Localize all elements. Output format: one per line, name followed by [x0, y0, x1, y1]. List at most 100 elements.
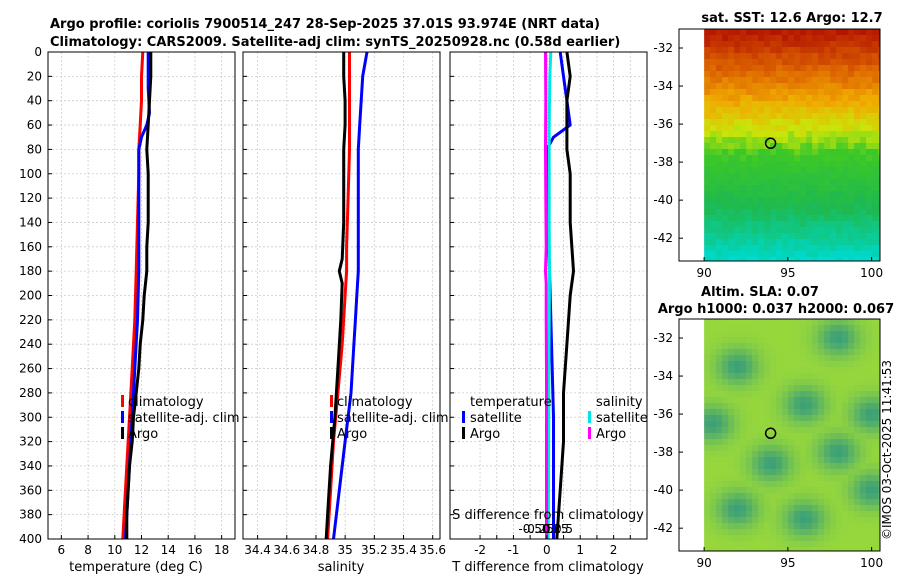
map-cell [764, 421, 771, 428]
map-cell [770, 149, 777, 156]
map-cell [746, 427, 753, 434]
map-cell [824, 239, 831, 246]
map-cell [836, 167, 843, 174]
map-cell [794, 541, 801, 548]
map-cell [872, 185, 879, 192]
map-cell [782, 209, 789, 216]
x-tick-label: 2 [610, 543, 618, 557]
map-cell [722, 337, 729, 344]
map-cell [848, 439, 855, 446]
map-cell [770, 95, 777, 102]
map-cell [740, 89, 747, 96]
map-cell [872, 143, 879, 150]
map-cell [866, 239, 873, 246]
map-cell [758, 403, 765, 410]
map-cell [860, 101, 867, 108]
map-cell [878, 397, 881, 404]
map-cell [710, 137, 717, 144]
map-cell [746, 403, 753, 410]
map-cell [806, 331, 813, 338]
map-cell [728, 77, 735, 84]
map-cell [848, 391, 855, 398]
map-cell [848, 89, 855, 96]
map-cell [746, 125, 753, 132]
map-cell [878, 499, 881, 506]
map-cell [740, 155, 747, 162]
map-cell [818, 367, 825, 374]
map-cell [740, 505, 747, 512]
map-cell [722, 397, 729, 404]
map-cell [812, 245, 819, 252]
map-cell [860, 343, 867, 350]
map-cell [746, 523, 753, 530]
map-cell [758, 385, 765, 392]
map-cell [794, 137, 801, 144]
map-cell [746, 457, 753, 464]
map-cell [728, 35, 735, 42]
map-cell [842, 541, 849, 548]
map-cell [806, 53, 813, 60]
map-cell [812, 373, 819, 380]
map-cell [794, 155, 801, 162]
map-cell [854, 185, 861, 192]
map-cell [872, 337, 879, 344]
map-cell [872, 245, 879, 252]
map-cell [716, 349, 723, 356]
map-cell [716, 239, 723, 246]
map-cell [872, 439, 879, 446]
map-cell [818, 245, 825, 252]
map-cell [728, 325, 735, 332]
map-cell [716, 155, 723, 162]
map-cell [860, 445, 867, 452]
map-cell [836, 65, 843, 72]
map-cell [704, 233, 711, 240]
map-cell [704, 385, 711, 392]
map-cell [704, 113, 711, 120]
legend-label-climatology: climatology [337, 395, 413, 410]
map-cell [842, 167, 849, 174]
map-cell [776, 185, 783, 192]
map-cell [704, 529, 711, 536]
map-cell [770, 493, 777, 500]
map-cell [704, 337, 711, 344]
map-cell [872, 233, 879, 240]
map-cell [854, 77, 861, 84]
map-cell [704, 65, 711, 72]
map-cell [800, 403, 807, 410]
map-cell [794, 65, 801, 72]
map-cell [776, 113, 783, 120]
map-cell [800, 245, 807, 252]
map-cell [722, 101, 729, 108]
map-cell [716, 373, 723, 380]
map-cell [746, 245, 753, 252]
map-cell [848, 361, 855, 368]
map-cell [800, 173, 807, 180]
map-cell [848, 337, 855, 344]
map-cell [878, 209, 881, 216]
y-tick-label: 80 [27, 142, 42, 156]
map-cell [836, 197, 843, 204]
map-cell [710, 427, 717, 434]
map-cell [830, 167, 837, 174]
map-cell [752, 373, 759, 380]
map-cell [842, 209, 849, 216]
map-cell [854, 209, 861, 216]
map-cell [728, 367, 735, 374]
map-cell [758, 487, 765, 494]
map-cell [710, 337, 717, 344]
map-cell [830, 379, 837, 386]
map-cell [848, 487, 855, 494]
map-cell [818, 71, 825, 78]
map-cell [836, 427, 843, 434]
map-cell [836, 475, 843, 482]
map-cell [836, 233, 843, 240]
map-cell [878, 355, 881, 362]
map-cell [830, 53, 837, 60]
map-cell [746, 463, 753, 470]
map-cell [776, 493, 783, 500]
map-cell [734, 185, 741, 192]
map-cell [728, 257, 735, 262]
map-cell [794, 191, 801, 198]
map-cell [728, 209, 735, 216]
salinity-legend: climatology satellite-adj. clim Argo [330, 395, 449, 442]
